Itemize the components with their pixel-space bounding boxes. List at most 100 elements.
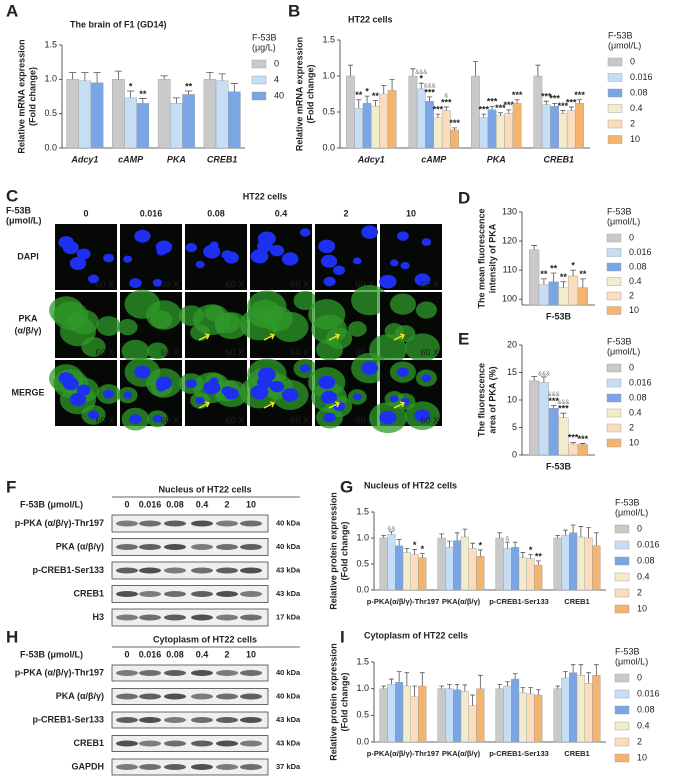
pka-signal xyxy=(214,312,248,340)
legend-title: F-53B xyxy=(615,497,640,507)
band xyxy=(216,614,238,621)
legend-swatch xyxy=(606,262,622,272)
legend-swatch xyxy=(606,233,622,243)
bar xyxy=(124,97,137,149)
band xyxy=(116,693,138,700)
pka-signal xyxy=(150,310,173,329)
micrograph: 60 X xyxy=(369,360,442,434)
bar xyxy=(402,685,411,743)
legend-label: 0.08 xyxy=(629,261,647,271)
lane-label: 0.4 xyxy=(196,649,209,659)
x-tick-label: cAMP xyxy=(421,154,447,164)
legend-label: 0.4 xyxy=(637,571,650,581)
error-bar xyxy=(396,539,402,546)
legend-label: 0 xyxy=(630,56,635,66)
scale-label: 60 X xyxy=(290,347,309,357)
dose: 0.016 xyxy=(140,208,163,218)
error-bar xyxy=(578,526,584,537)
dose-label: F-53B xyxy=(6,205,32,215)
legend-label: 0 xyxy=(637,523,642,533)
kda-label: 43 kDa xyxy=(276,715,301,724)
micrograph: 60 X xyxy=(239,290,317,358)
lane-label: 10 xyxy=(246,649,256,659)
blot-row-label: p-PKA (α/β/γ)-Thr197 xyxy=(15,518,104,528)
nucleus xyxy=(318,375,336,390)
kda-label: 40 kDa xyxy=(276,518,301,527)
error-bar xyxy=(512,541,518,548)
row-label: MERGE xyxy=(11,387,44,397)
band xyxy=(240,614,262,621)
significance: * xyxy=(529,545,533,555)
nucleus xyxy=(223,387,239,400)
y-tick-label: 10 xyxy=(507,394,517,404)
blot-frame xyxy=(111,561,269,580)
chart-title: The brain of F1 (GD14) xyxy=(70,19,167,29)
legend-swatch xyxy=(614,588,630,598)
bar xyxy=(66,79,79,149)
y-tick-label: 1.5 xyxy=(44,39,57,49)
nucleus xyxy=(62,241,79,255)
error-bar xyxy=(418,82,424,89)
significance: * xyxy=(365,87,369,97)
scale-label: 60 X xyxy=(95,279,114,289)
significance-amp: &&& xyxy=(415,70,427,76)
bar xyxy=(495,537,504,591)
x-tick-label: CREB1 xyxy=(564,749,589,758)
bar xyxy=(526,558,535,591)
error-bar xyxy=(550,405,557,409)
bar xyxy=(548,408,559,456)
nucleus xyxy=(76,384,91,396)
scale-label: 60 X xyxy=(160,415,179,425)
kda-label: 40 kDa xyxy=(276,668,301,677)
bar xyxy=(584,683,593,743)
nucleus xyxy=(269,244,285,257)
significance-amp: && xyxy=(387,526,395,532)
bar xyxy=(534,564,543,591)
nucleus xyxy=(88,410,99,420)
significance: *** xyxy=(574,90,585,100)
nucleus xyxy=(323,412,336,423)
band xyxy=(164,614,186,621)
error-bar xyxy=(570,524,576,533)
band xyxy=(216,740,238,747)
band xyxy=(216,567,238,574)
legend-swatch xyxy=(606,306,622,315)
legend-swatch xyxy=(607,57,623,67)
significance: *** xyxy=(578,434,589,444)
bar xyxy=(112,79,125,149)
pka-signal xyxy=(389,293,416,315)
bar xyxy=(511,547,520,591)
error-bar xyxy=(389,79,395,91)
pka-signal xyxy=(247,290,287,323)
legend-swatch xyxy=(607,135,623,144)
bar xyxy=(379,688,388,743)
significance: *** xyxy=(558,404,569,414)
error-bar xyxy=(568,106,574,111)
bar xyxy=(441,110,451,149)
error-bar xyxy=(478,549,483,557)
error-bar xyxy=(578,664,584,676)
significance: *** xyxy=(487,97,498,107)
bar xyxy=(561,535,570,591)
legend-swatch xyxy=(607,88,623,98)
legend-swatch xyxy=(251,91,267,101)
error-bar xyxy=(540,376,547,383)
nucleus xyxy=(76,248,91,260)
error-bar xyxy=(520,687,526,693)
y-axis-label: intensity of PKA xyxy=(487,223,497,293)
bar xyxy=(453,689,462,743)
error-bar xyxy=(552,102,558,107)
band xyxy=(240,717,262,723)
bar xyxy=(468,705,477,743)
legend-label: 0 xyxy=(637,672,642,682)
significance: * xyxy=(129,81,133,91)
band xyxy=(164,591,186,597)
bar xyxy=(453,540,462,591)
y-tick-label: 15 xyxy=(507,367,517,377)
error-bar xyxy=(543,100,549,105)
band xyxy=(191,614,213,621)
error-bar xyxy=(160,75,168,80)
dose: 0.08 xyxy=(207,208,225,218)
error-bar xyxy=(139,98,147,104)
scale-label: 60 X xyxy=(95,347,114,357)
